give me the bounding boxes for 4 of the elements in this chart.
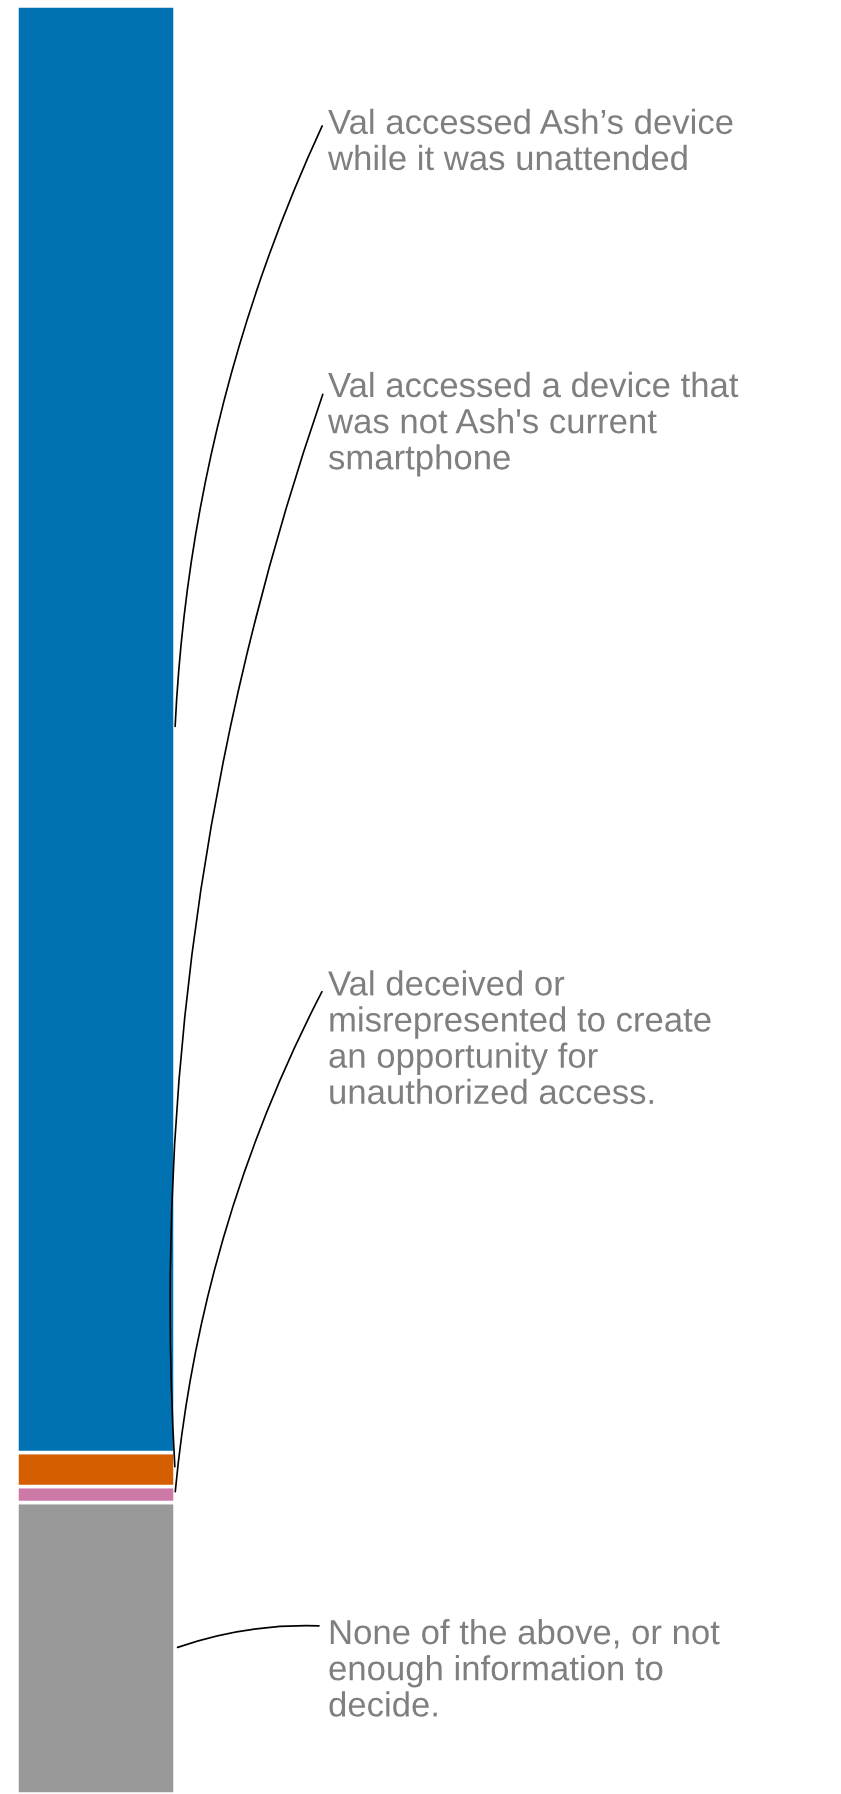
text: Val deceived or misrepresented to create an opportunity for unauthorized access. <box>328 970 711 1105</box>
text: Val accessed Ash’s device while it was unattended <box>327 108 733 171</box>
text: None of the above, or not enough information to decide. <box>329 1618 720 1717</box>
text: Val accessed a device that was not Ash's current smartphone <box>327 371 739 477</box>
